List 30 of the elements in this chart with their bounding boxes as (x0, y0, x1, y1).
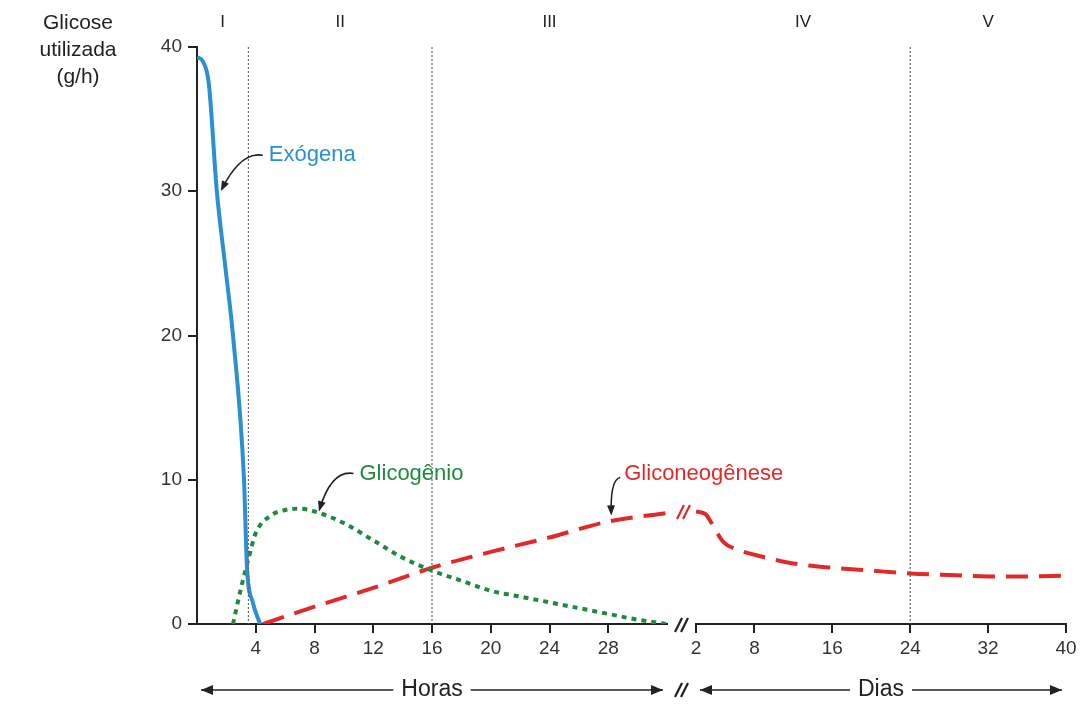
x-tick-label: 12 (362, 636, 384, 658)
x-axis-title: Dias (857, 675, 905, 702)
y-tick-label: 20 (160, 323, 182, 345)
text: V (982, 11, 995, 31)
series-label: Glicogênio (359, 459, 464, 485)
x-tick-label: 16 (821, 636, 843, 658)
y-tick-label: 40 (160, 35, 182, 57)
text: II (335, 11, 345, 31)
y-tick-label: 30 (160, 179, 182, 201)
line-series (197, 55, 263, 624)
x-tick-label: 16 (421, 636, 443, 658)
text: I (220, 11, 226, 31)
text: III (542, 11, 557, 31)
y-tick-label: 0 (171, 612, 182, 634)
x-tick-label: 40 (1055, 636, 1077, 658)
text: IV (795, 11, 812, 31)
x-tick-label: 24 (538, 636, 561, 658)
x-axis-title: Horas (401, 675, 463, 702)
x-tick-label: 8 (749, 636, 760, 658)
x-tick-label: 2 (690, 636, 702, 658)
y-tick-label: 10 (160, 467, 182, 489)
series-label: Gliconeogênese (624, 459, 784, 485)
x-tick-label: 32 (977, 636, 999, 658)
x-tick-label: 24 (899, 636, 922, 658)
text: Exógena (268, 141, 357, 167)
x-tick-label: 28 (597, 636, 619, 658)
x-tick-label: 8 (309, 636, 320, 658)
x-tick-label: 20 (480, 636, 502, 658)
y-axis-title: Glicose utilizada (g/h) (38, 9, 118, 89)
x-tick-label: 4 (250, 636, 262, 658)
